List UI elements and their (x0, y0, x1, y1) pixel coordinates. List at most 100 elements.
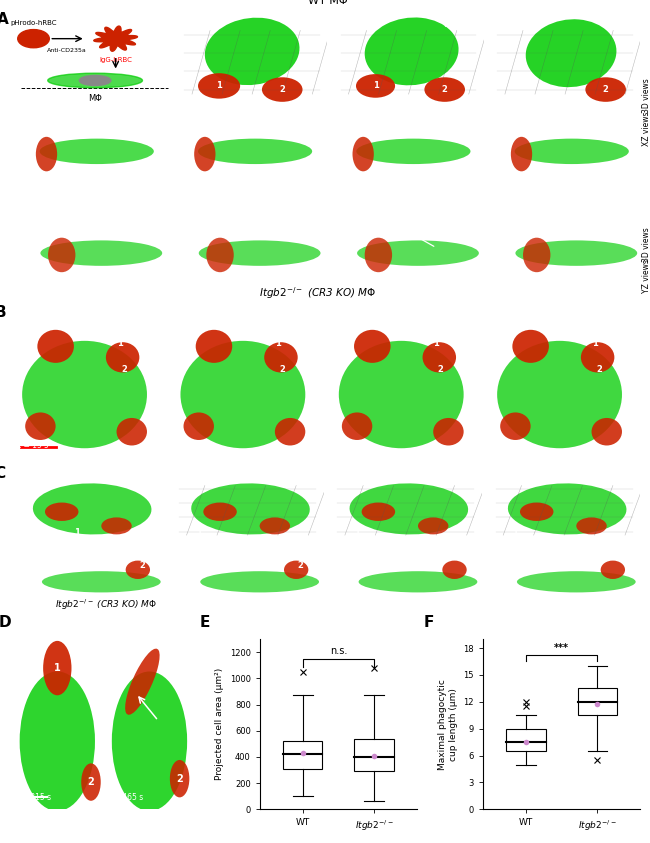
Text: t = 585 s: t = 585 s (125, 214, 161, 223)
Text: 2: 2 (508, 481, 514, 490)
Text: 1: 1 (592, 339, 597, 348)
Text: 2: 2 (176, 774, 183, 784)
Text: t = 315 s: t = 315 s (16, 793, 51, 803)
Ellipse shape (424, 78, 465, 102)
Ellipse shape (512, 330, 549, 362)
Ellipse shape (191, 483, 310, 534)
Ellipse shape (25, 412, 56, 440)
Text: $Itgb2^{-/-}$ (CR3 KO) M$\Phi$: $Itgb2^{-/-}$ (CR3 KO) M$\Phi$ (259, 285, 376, 301)
Ellipse shape (262, 78, 302, 102)
Ellipse shape (42, 572, 161, 593)
Ellipse shape (443, 561, 467, 579)
Ellipse shape (586, 78, 626, 102)
Ellipse shape (581, 342, 614, 373)
Ellipse shape (433, 418, 463, 445)
Ellipse shape (339, 341, 463, 448)
Ellipse shape (22, 341, 147, 448)
Ellipse shape (33, 483, 151, 534)
Text: 1: 1 (434, 339, 439, 348)
Text: 3D views: 3D views (642, 78, 650, 113)
Ellipse shape (101, 518, 132, 534)
Ellipse shape (125, 648, 160, 715)
Ellipse shape (199, 240, 320, 266)
Text: F: F (423, 615, 434, 631)
Text: XZ views: XZ views (642, 112, 650, 146)
Text: 2: 2 (438, 365, 444, 374)
Text: 1: 1 (130, 651, 137, 661)
Text: 2: 2 (298, 561, 304, 570)
Text: t = 465 s: t = 465 s (108, 793, 143, 803)
Text: 1: 1 (54, 663, 60, 673)
Ellipse shape (500, 412, 530, 440)
Bar (354, 738, 394, 771)
Ellipse shape (196, 330, 232, 362)
Ellipse shape (194, 137, 216, 171)
Ellipse shape (81, 764, 101, 801)
Text: E: E (200, 615, 211, 631)
Text: t = 645 s: t = 645 s (601, 214, 636, 223)
Ellipse shape (264, 342, 298, 373)
Text: 2: 2 (280, 365, 285, 374)
Ellipse shape (422, 342, 456, 373)
Text: YZ views: YZ views (642, 260, 650, 293)
Text: t = 600 s: t = 600 s (284, 214, 319, 223)
Ellipse shape (577, 518, 606, 534)
Ellipse shape (37, 330, 74, 362)
Ellipse shape (183, 412, 214, 440)
Text: 1: 1 (74, 529, 80, 538)
Ellipse shape (342, 412, 372, 440)
Ellipse shape (515, 138, 629, 164)
Text: t = 705 s: t = 705 s (601, 552, 636, 561)
Ellipse shape (356, 74, 395, 98)
Text: B: B (0, 305, 6, 320)
Ellipse shape (284, 561, 308, 579)
Ellipse shape (170, 760, 189, 797)
Text: t = 90 s: t = 90 s (130, 118, 161, 126)
Ellipse shape (45, 502, 79, 521)
Text: t = 525 s: t = 525 s (442, 477, 477, 486)
Text: 2: 2 (21, 216, 27, 225)
Ellipse shape (40, 240, 162, 266)
Text: 2: 2 (140, 561, 146, 570)
Text: C: C (0, 466, 6, 481)
Polygon shape (94, 26, 137, 51)
Ellipse shape (497, 341, 622, 448)
Text: 2: 2 (280, 85, 285, 94)
Ellipse shape (352, 137, 374, 171)
Ellipse shape (116, 418, 147, 445)
Text: 1: 1 (275, 339, 281, 348)
Text: MΦ: MΦ (88, 94, 102, 103)
Ellipse shape (200, 572, 319, 593)
Text: t = 585 s: t = 585 s (442, 552, 477, 561)
Ellipse shape (43, 641, 72, 695)
Ellipse shape (181, 341, 306, 448)
Text: 3D views: 3D views (642, 227, 650, 262)
Text: t = 390 s: t = 390 s (334, 441, 369, 449)
Ellipse shape (354, 330, 391, 362)
Ellipse shape (106, 342, 139, 373)
Ellipse shape (365, 238, 392, 272)
Ellipse shape (20, 672, 95, 811)
Text: 1: 1 (21, 120, 27, 128)
Bar (283, 741, 322, 769)
Text: 2: 2 (442, 85, 448, 94)
Text: 2: 2 (596, 365, 602, 374)
Text: t = 15 s: t = 15 s (18, 441, 48, 449)
Text: IgG-hRBC: IgG-hRBC (99, 56, 132, 63)
Text: 2: 2 (88, 777, 94, 787)
Ellipse shape (523, 238, 551, 272)
Text: t = 615 s: t = 615 s (601, 477, 636, 486)
Text: t = 435 s: t = 435 s (125, 477, 161, 486)
Text: 2: 2 (350, 481, 356, 490)
Text: 1: 1 (354, 529, 360, 538)
Ellipse shape (511, 137, 532, 171)
Text: 1: 1 (196, 529, 202, 538)
Ellipse shape (365, 18, 458, 85)
Text: pHrodo-hRBC: pHrodo-hRBC (10, 20, 57, 26)
Ellipse shape (40, 138, 154, 164)
Ellipse shape (47, 73, 142, 88)
Ellipse shape (592, 418, 622, 445)
Ellipse shape (520, 502, 553, 521)
Text: t = 630 s: t = 630 s (442, 214, 477, 223)
Text: 1: 1 (216, 82, 222, 90)
